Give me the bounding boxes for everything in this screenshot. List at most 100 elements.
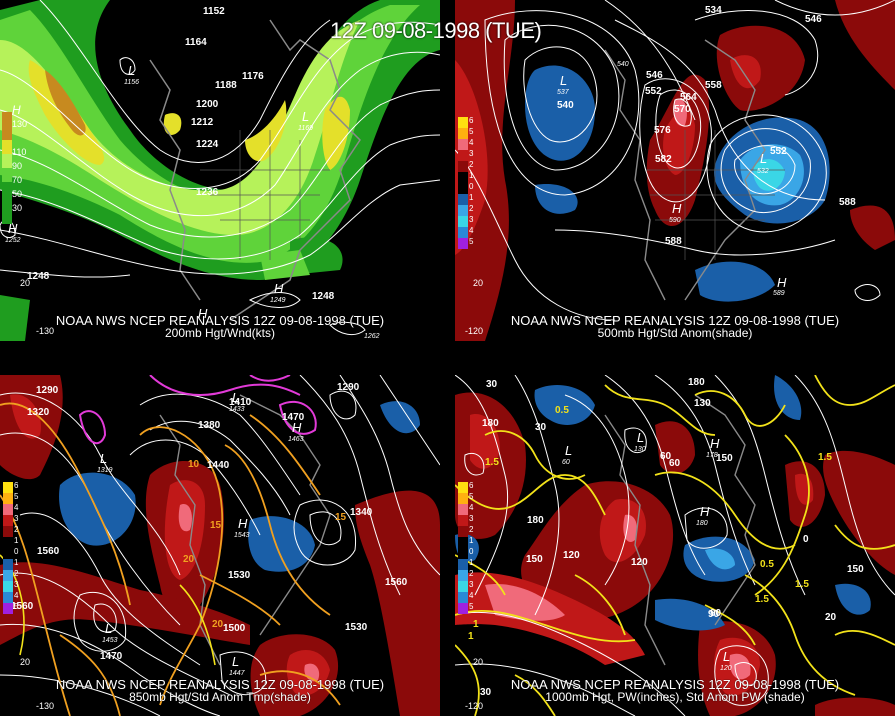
contour-label: 30: [535, 422, 547, 433]
contour-label: 90: [710, 608, 722, 619]
colorbar-tick: 1: [469, 536, 474, 545]
colorbar-tick: 90: [12, 161, 23, 171]
contour-label: 180: [482, 418, 499, 429]
colorbar-labels: H 130 110 90 70 50 30: [12, 103, 27, 215]
contour-label: 1248: [27, 271, 50, 282]
contour-label: 546: [646, 70, 663, 81]
lat-label: 20: [473, 657, 483, 667]
contour-label: 1188: [215, 80, 237, 91]
high-center-value: 1463: [288, 436, 304, 443]
contour-label: 1320: [27, 407, 50, 418]
low-center-value: 537: [557, 89, 570, 96]
contour-label: 1530: [228, 570, 251, 581]
high-center-value: 180: [696, 520, 708, 527]
contour-label: 1164: [185, 37, 207, 48]
colorbar-tick: 50: [12, 189, 23, 199]
colorbar-tick: 2: [469, 204, 474, 213]
contour-label: 90: [708, 609, 720, 620]
contour-label: 1470: [100, 651, 123, 662]
contour-label: 558: [705, 80, 722, 91]
high-center-value: 178: [706, 452, 718, 459]
low-center: L: [637, 430, 644, 445]
pw-label: 1.5: [795, 579, 809, 590]
colorbar-tick: 70: [12, 175, 23, 185]
low-center-value: 540: [617, 61, 629, 68]
low-center-value: 1433: [229, 406, 245, 413]
caption-line2: 200mb Hgt/Wnd(kts): [164, 326, 276, 340]
colorbar: [2, 112, 12, 224]
contour-label: 60: [669, 458, 681, 469]
colorbar-tick: 130: [12, 119, 28, 129]
colorbar-tick: 1: [469, 193, 474, 202]
panel-caption: NOAA NWS NCEP REANALYSIS 12Z 09-08-1998 …: [455, 314, 895, 340]
colorbar-tick: 2: [14, 525, 19, 534]
high-center-value: 1249: [270, 297, 286, 304]
contour-label: 30: [480, 687, 492, 698]
colorbar: [458, 117, 468, 249]
high-center: H: [292, 420, 302, 435]
colorbar-tick: 110: [12, 147, 27, 157]
lat-label: 20: [20, 278, 30, 288]
panel-caption: NOAA NWS NCEP REANALYSIS 12Z 09-08-1998 …: [455, 678, 895, 704]
contour-label: 1470: [282, 412, 305, 423]
pw-label: 1: [473, 619, 479, 630]
colorbar-labels: 6 5 4 3 2 1 0 1 2 3 4 5: [14, 480, 18, 612]
temp-label: 20: [212, 619, 224, 630]
contour-label: 1176: [242, 71, 264, 82]
panel-caption: NOAA NWS NCEP REANALYSIS 12Z 09-08-1998 …: [0, 314, 440, 340]
colorbar-tick: 5: [14, 602, 19, 611]
contour-label: 1560: [37, 546, 60, 557]
colorbar-tick: 5: [469, 602, 474, 611]
low-center-value: 1156: [124, 79, 139, 86]
low-center: L: [760, 151, 767, 166]
contour-label: 1440: [207, 460, 230, 471]
contour-label: 564: [680, 92, 697, 103]
contour-label: 1340: [350, 507, 373, 518]
caption-line1: NOAA NWS NCEP REANALYSIS 12Z 09-08-1998 …: [510, 313, 840, 328]
lat-label: -120: [465, 701, 483, 711]
map-200mb: -130 20 1152 1164 1176 1188 1200 1212 12…: [0, 0, 440, 341]
contour-label: 1290: [337, 382, 360, 393]
high-center-value: 1543: [234, 532, 250, 539]
contour-label: 1380: [198, 420, 221, 431]
colorbar-tick: 6: [469, 481, 474, 490]
contour-label: 120: [631, 557, 648, 568]
caption-line1: NOAA NWS NCEP REANALYSIS 12Z 09-08-1998 …: [55, 313, 385, 328]
contour-label: 546: [805, 14, 822, 25]
contour-label: 588: [839, 197, 856, 208]
contour-label: 60: [660, 451, 672, 462]
high-center-value: 589: [773, 290, 785, 297]
panel-850mb: 1290 1320 1380 1410 1440 1470 1560 1530 …: [0, 375, 440, 716]
panel-1000mb: 180 30 60 120 150 180 150 120 90 60 30 0…: [455, 375, 895, 716]
lat-label: 20: [473, 278, 483, 288]
pw-label: 1.5: [755, 594, 769, 605]
colorbar-tick: 3: [469, 149, 474, 158]
contour-label: 570: [674, 104, 691, 115]
contour-label: 150: [847, 564, 864, 575]
caption-line1: NOAA NWS NCEP REANALYSIS 12Z 09-08-1998 …: [510, 677, 840, 692]
contour-label: 1560: [11, 601, 34, 612]
contour-label: 150: [716, 453, 733, 464]
colorbar: [3, 482, 13, 614]
high-center: H: [238, 516, 248, 531]
low-center-value: 60: [562, 459, 570, 466]
contour-label: 20: [825, 612, 837, 623]
panel-500mb: 534 546 540 546 552 558 564 570 576 582 …: [455, 0, 895, 341]
high-center: H: [8, 221, 18, 236]
temp-label: 20: [183, 554, 195, 565]
colorbar-tick: 4: [469, 138, 474, 147]
high-center: H: [198, 306, 208, 321]
high-center-value: 590: [669, 217, 681, 224]
temp-label: 15: [210, 520, 222, 531]
contour-label: 534: [705, 5, 722, 16]
contour-label: 1560: [385, 577, 408, 588]
contour-label: 588: [665, 236, 682, 247]
colorbar-tick: 3: [469, 580, 474, 589]
colorbar-tick: 3: [469, 215, 474, 224]
panel-caption: NOAA NWS NCEP REANALYSIS 12Z 09-08-1998 …: [0, 678, 440, 704]
contour-label: 120: [563, 550, 580, 561]
high-center: H: [710, 436, 720, 451]
colorbar-tick: 6: [14, 481, 19, 490]
lat-label: -130: [36, 326, 54, 336]
